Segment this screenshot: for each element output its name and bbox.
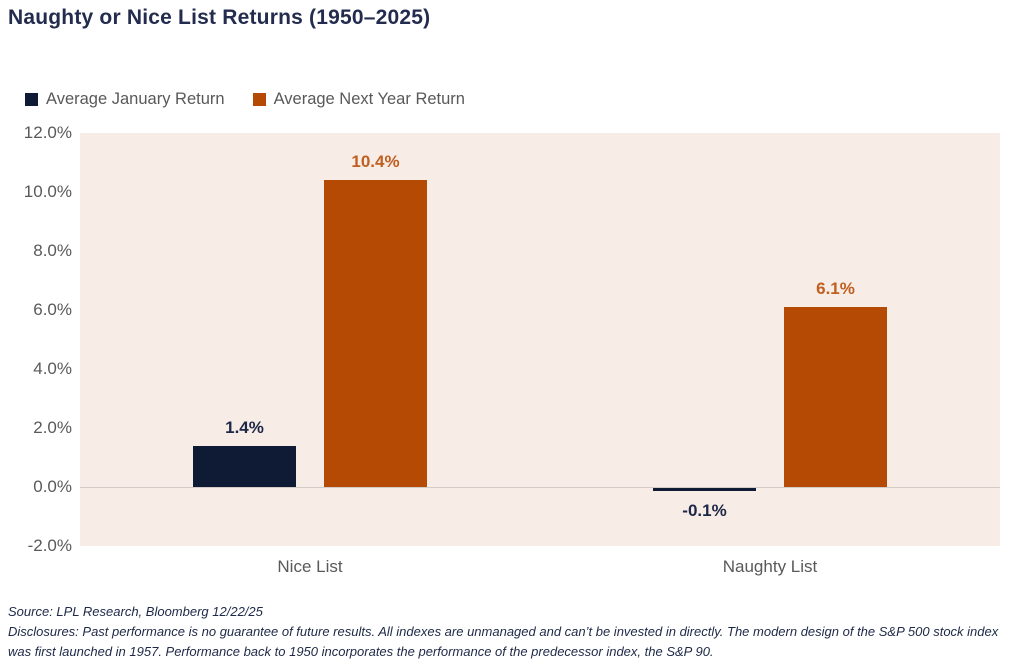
y-axis-tick-label: 12.0% [23, 123, 72, 142]
y-axis-tick-label: -2.0% [27, 536, 72, 555]
y-axis-tick-label: 8.0% [33, 241, 72, 260]
disclosures-note: Disclosures: Past performance is no guar… [8, 624, 999, 660]
bar-value-label: 1.4% [225, 418, 264, 437]
y-axis-tick-label: 6.0% [33, 300, 72, 319]
y-axis-tick-label: 0.0% [33, 477, 72, 496]
bar-value-label: -0.1% [682, 501, 727, 520]
bar-value-label: 6.1% [816, 279, 855, 298]
bar-naughty-list-series-1 [784, 307, 887, 487]
y-axis-tick-label: 2.0% [33, 418, 72, 437]
bar-nice-list-series-1 [324, 180, 427, 487]
bar-nice-list-series-0 [193, 446, 296, 487]
x-axis-category-label: Naughty List [722, 557, 818, 576]
zero-baseline [80, 487, 1000, 488]
chart-legend: Average January Return Average Next Year … [25, 90, 465, 109]
y-axis-tick-label: 10.0% [23, 182, 72, 201]
legend-label: Average January Return [46, 90, 225, 108]
source-note: Source: LPL Research, Bloomberg 12/22/25 [8, 604, 263, 619]
x-axis-category-label: Nice List [277, 557, 343, 576]
bar-naughty-list-series-0 [653, 488, 756, 491]
legend-item-1: Average Next Year Return [252, 90, 465, 109]
y-axis-tick-label: 4.0% [33, 359, 72, 378]
bar-value-label: 10.4% [351, 152, 400, 171]
legend-swatch-icon [252, 93, 266, 106]
chart-title: Naughty or Nice List Returns (1950–2025) [8, 6, 431, 29]
chart-footer: Source: LPL Research, Bloomberg 12/22/25… [8, 602, 1018, 662]
legend-label: Average Next Year Return [273, 90, 465, 108]
legend-swatch-icon [25, 93, 38, 106]
legend-item-0: Average January Return [25, 90, 225, 109]
